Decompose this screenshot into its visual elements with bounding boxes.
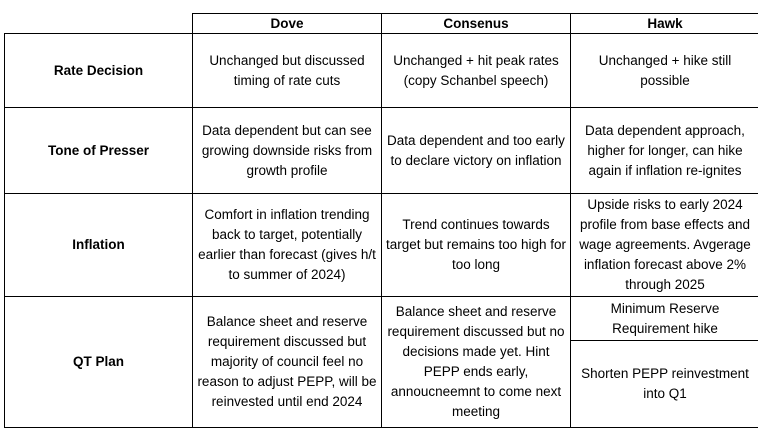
qt-hawk-reserve-requirement: Minimum Reserve Requirement hike: [571, 297, 758, 341]
rate-decision-dove-cell: Unchanged but discussed timing of rate c…: [193, 34, 382, 108]
rate-decision-consensus-cell: Unchanged + hit peak rates (copy Schanbe…: [382, 34, 571, 108]
scenario-table: Dove Consenus Hawk Rate Decision Unchang…: [4, 13, 758, 428]
column-header-hawk: Hawk: [571, 13, 758, 34]
inflation-hawk-cell: Upside risks to early 2024 profile from …: [571, 194, 758, 297]
row-header-tone-of-presser: Tone of Presser: [4, 108, 193, 194]
row-header-inflation: Inflation: [4, 194, 193, 297]
tone-hawk-cell: Data dependent approach, higher for long…: [571, 108, 758, 194]
column-header-dove: Dove: [193, 13, 382, 34]
corner-cell: [4, 13, 193, 34]
tone-dove-cell: Data dependent but can see growing downs…: [193, 108, 382, 194]
inflation-consensus-cell: Trend continues towards target but remai…: [382, 194, 571, 297]
row-header-rate-decision: Rate Decision: [4, 34, 193, 108]
column-header-consensus: Consenus: [382, 13, 571, 34]
qt-consensus-cell: Balance sheet and reserve requirement di…: [382, 297, 571, 428]
row-header-qt-plan: QT Plan: [4, 297, 193, 428]
qt-hawk-pepp-reinvestment: Shorten PEPP reinvestment into Q1: [581, 366, 749, 401]
tone-consensus-cell: Data dependent and too early to declare …: [382, 108, 571, 194]
qt-dove-cell: Balance sheet and reserve requirement di…: [193, 297, 382, 428]
rate-decision-hawk-cell: Unchanged + hike still possible: [571, 34, 758, 108]
inflation-dove-cell: Comfort in inflation trending back to ta…: [193, 194, 382, 297]
qt-hawk-cell: Minimum Reserve Requirement hike Shorten…: [571, 297, 758, 428]
